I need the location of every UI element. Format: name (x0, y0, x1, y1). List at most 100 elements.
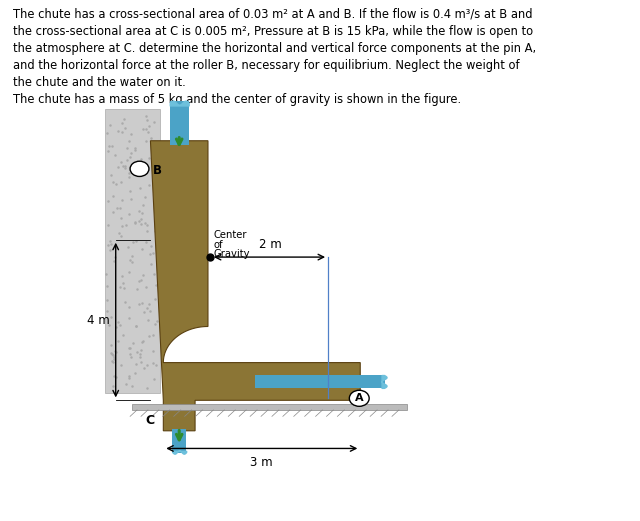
Point (141, 238, 151, 246)
Point (136, 245, 147, 253)
Point (116, 214, 126, 222)
Text: B: B (153, 164, 162, 177)
Point (103, 146, 113, 155)
Point (138, 270, 148, 279)
Point (126, 130, 136, 138)
Point (130, 145, 140, 154)
Point (139, 364, 149, 372)
Point (104, 142, 115, 150)
Point (148, 347, 158, 355)
Point (106, 313, 116, 321)
Point (143, 300, 154, 308)
Point (105, 237, 115, 245)
Point (109, 256, 120, 265)
Text: 3 m: 3 m (250, 456, 273, 469)
Point (141, 169, 151, 177)
Point (118, 279, 128, 288)
Point (102, 282, 113, 291)
Polygon shape (170, 101, 189, 145)
Point (131, 322, 141, 330)
Point (131, 167, 141, 175)
Point (148, 249, 158, 257)
Point (143, 128, 153, 136)
Point (148, 359, 158, 367)
Polygon shape (255, 375, 385, 388)
Point (149, 270, 159, 279)
Point (115, 178, 125, 186)
Text: The chute has a cross-sectional area of 0.03 m² at A and B. If the flow is 0.4 m: The chute has a cross-sectional area of … (13, 8, 536, 106)
Point (111, 180, 121, 188)
Point (115, 282, 125, 291)
Point (102, 306, 112, 315)
Text: Gravity: Gravity (214, 250, 250, 259)
Point (132, 284, 142, 293)
Point (102, 220, 113, 229)
Point (108, 192, 118, 201)
Point (138, 201, 148, 209)
Point (130, 168, 140, 176)
Point (150, 227, 160, 235)
Point (115, 204, 125, 213)
Point (145, 250, 155, 258)
Point (152, 247, 162, 255)
Point (124, 173, 134, 181)
Point (131, 169, 141, 177)
Point (113, 127, 123, 135)
Point (143, 316, 154, 325)
Point (142, 220, 152, 229)
Point (141, 383, 152, 392)
Point (144, 154, 154, 162)
Point (116, 158, 126, 166)
Text: Center: Center (214, 230, 248, 240)
Point (124, 209, 134, 218)
Point (138, 338, 148, 346)
Point (152, 202, 162, 210)
Point (120, 124, 131, 132)
Point (131, 322, 141, 330)
Point (110, 151, 120, 159)
Point (124, 373, 134, 381)
Point (136, 220, 146, 228)
Point (151, 281, 161, 289)
Point (109, 347, 120, 355)
Point (144, 332, 154, 341)
Point (122, 156, 132, 164)
Point (136, 215, 147, 223)
Point (116, 128, 127, 136)
Point (136, 276, 146, 284)
Point (108, 351, 118, 359)
Point (103, 197, 113, 205)
Point (132, 348, 142, 356)
Point (125, 187, 136, 195)
Point (113, 337, 123, 345)
Point (141, 162, 152, 170)
Point (141, 137, 152, 145)
Polygon shape (105, 109, 161, 393)
Point (109, 355, 120, 363)
Point (150, 295, 160, 303)
Point (111, 323, 121, 331)
Point (146, 242, 156, 250)
Point (116, 196, 127, 204)
Point (119, 284, 129, 292)
Point (148, 375, 159, 383)
Point (120, 164, 131, 172)
Point (109, 372, 119, 380)
Point (119, 115, 129, 123)
Point (112, 204, 122, 213)
Point (125, 350, 136, 358)
Point (146, 134, 156, 142)
Point (141, 282, 151, 291)
Point (128, 339, 138, 348)
Point (118, 162, 129, 170)
Point (104, 321, 114, 329)
Point (107, 357, 117, 365)
Point (151, 361, 161, 369)
Point (141, 125, 151, 133)
Point (145, 307, 155, 315)
Point (124, 137, 134, 145)
Point (106, 245, 116, 254)
Circle shape (130, 161, 149, 177)
Point (142, 304, 152, 312)
Point (126, 195, 136, 203)
